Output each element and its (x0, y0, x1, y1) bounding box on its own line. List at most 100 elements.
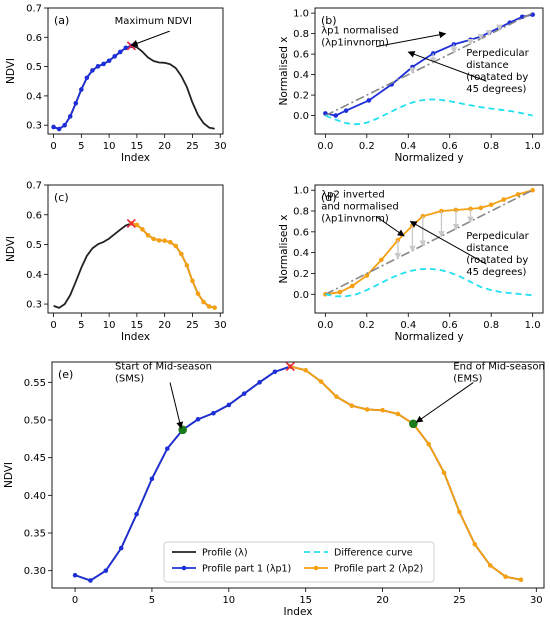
annotation-line: 45 degrees) (466, 84, 526, 95)
series-part1-point (226, 402, 232, 408)
series-part1-point (123, 45, 129, 51)
y-tick-label: 0.3 (26, 300, 42, 311)
x-tick-label: 20 (376, 595, 389, 606)
annotation-line: End of Mid-season (453, 362, 545, 373)
x-tick-label: 10 (103, 320, 116, 331)
x-tick-label: 15 (131, 320, 144, 331)
annotation-line: Maximum NDVI (115, 16, 192, 27)
series-difference-line (325, 267, 533, 298)
annotation-text: Perpedicular distance (roatated by 45 degre… (466, 231, 529, 278)
x-tick-label: 0.0 (317, 141, 333, 152)
x-tick-label: 0.4 (400, 141, 416, 152)
series-part2-point (488, 202, 494, 208)
series-part2-point (518, 577, 524, 583)
y-tick-label: 0.40 (24, 491, 46, 502)
series-part2-point (190, 278, 195, 284)
x-axis-label: Normalized y (394, 331, 463, 343)
series-part2-point (487, 563, 493, 568)
series-part1-point (101, 61, 106, 67)
y-axis-label: NDVI (3, 462, 15, 488)
annotation-text: Start of Mid-season (SMS) (115, 362, 212, 385)
series-part1-point (103, 568, 109, 573)
series-part2-point (212, 305, 217, 310)
x-tick-label: 0.6 (442, 320, 458, 331)
series-part2-point (184, 263, 190, 268)
annotation-arrow (415, 382, 474, 423)
x-axis-label: Index (121, 331, 150, 343)
panel-label: (e) (58, 368, 73, 381)
y-tick-label: 0.0 (293, 111, 309, 122)
series-part2-point (156, 238, 162, 243)
y-axis-label: Normalised x (278, 214, 290, 283)
annotation-text: λp1 normalised (λp1invnorm) (321, 26, 398, 49)
x-tick-label: 25 (186, 320, 199, 331)
series-part1-point (79, 87, 84, 92)
series-part1-point (106, 58, 112, 64)
annotation-line: (EMS) (453, 374, 482, 385)
series-part2-point (380, 407, 385, 413)
y-tick-label: 0.4 (293, 248, 309, 259)
x-tick-label: 0.6 (442, 141, 458, 152)
series-part2-point (201, 299, 206, 305)
x-tick-label: 1.0 (525, 320, 541, 331)
y-tick-label: 0.6 (26, 33, 42, 44)
legend-label: Profile (λ) (202, 548, 248, 559)
y-tick-label: 0.6 (293, 227, 309, 238)
x-tick-label: 0.4 (400, 320, 416, 331)
series-part2-point (530, 187, 535, 193)
max-ndvi-marker (285, 361, 295, 372)
series-part1-point (88, 578, 93, 583)
series-part2-point (318, 379, 324, 384)
axes-frame (314, 184, 544, 314)
series-part2-point (426, 441, 431, 447)
panel-label: (c) (54, 191, 69, 204)
annotation-line: Start of Mid-season (115, 362, 212, 373)
y-tick-label: 0.2 (293, 269, 309, 280)
legend-swatch-dot (181, 565, 187, 571)
x-tick-label: 0 (72, 595, 78, 606)
y-tick-label: 0.7 (26, 181, 42, 192)
y-tick-label: 0.2 (293, 91, 309, 102)
annotation-line: and normalised (321, 201, 399, 212)
legend-label: Difference curve (334, 548, 413, 559)
series-part1-point (117, 49, 123, 55)
x-tick-label: 25 (186, 141, 199, 152)
x-tick-label: 10 (103, 141, 116, 152)
series-part1-point (149, 476, 155, 482)
series-part2-point (350, 283, 355, 289)
y-tick-label: 0.4 (26, 270, 42, 281)
y-tick-label: 0.7 (26, 4, 42, 15)
max-ndvi-marker (126, 218, 136, 228)
series-part2-point (337, 289, 343, 295)
panel-label: (a) (54, 14, 69, 27)
y-tick-label: 0.5 (26, 62, 42, 73)
x-tick-label: 5 (149, 595, 155, 606)
series-part2-point (162, 238, 167, 243)
annotation-line: Perpedicular (466, 48, 529, 59)
annotation-text: End of Mid-season (EMS) (453, 362, 545, 385)
panel-c: 0 5 10 15 20 25 30 0.3 0.4 0.5 0.6 0.7 Index NDVI (c) (5, 181, 227, 344)
legend-box (163, 541, 435, 583)
series-part1-point (72, 572, 78, 578)
series-profile-line (53, 44, 215, 130)
x-tick-label: 5 (78, 141, 84, 152)
annotation-text: Maximum NDVI (115, 16, 192, 27)
series-part2-point (145, 233, 151, 238)
annotation-arrow (407, 50, 487, 82)
series-part2-point (134, 222, 140, 228)
annotation-arrow (376, 31, 447, 48)
annotation-line: (roatated by (466, 72, 528, 83)
y-tick-label: 0.3 (26, 121, 42, 132)
annotation-arrow (375, 216, 405, 237)
axes-frame (314, 7, 544, 135)
y-tick-label: 0.4 (26, 91, 42, 102)
series-part2-point (140, 227, 145, 232)
y-axis-label: NDVI (5, 236, 17, 262)
y-tick-label: 0.5 (26, 240, 42, 251)
series-part2-point (303, 367, 308, 373)
x-axis-label: Normalized y (394, 152, 463, 164)
series-part1-point (241, 391, 247, 396)
annotation-arrow (130, 30, 170, 47)
x-tick-label: 0.2 (359, 141, 375, 152)
x-axis-label: Index (121, 152, 150, 164)
